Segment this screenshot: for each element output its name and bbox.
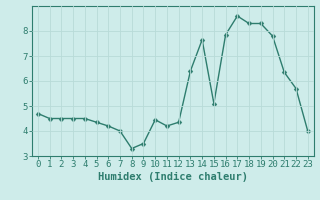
- X-axis label: Humidex (Indice chaleur): Humidex (Indice chaleur): [98, 172, 248, 182]
